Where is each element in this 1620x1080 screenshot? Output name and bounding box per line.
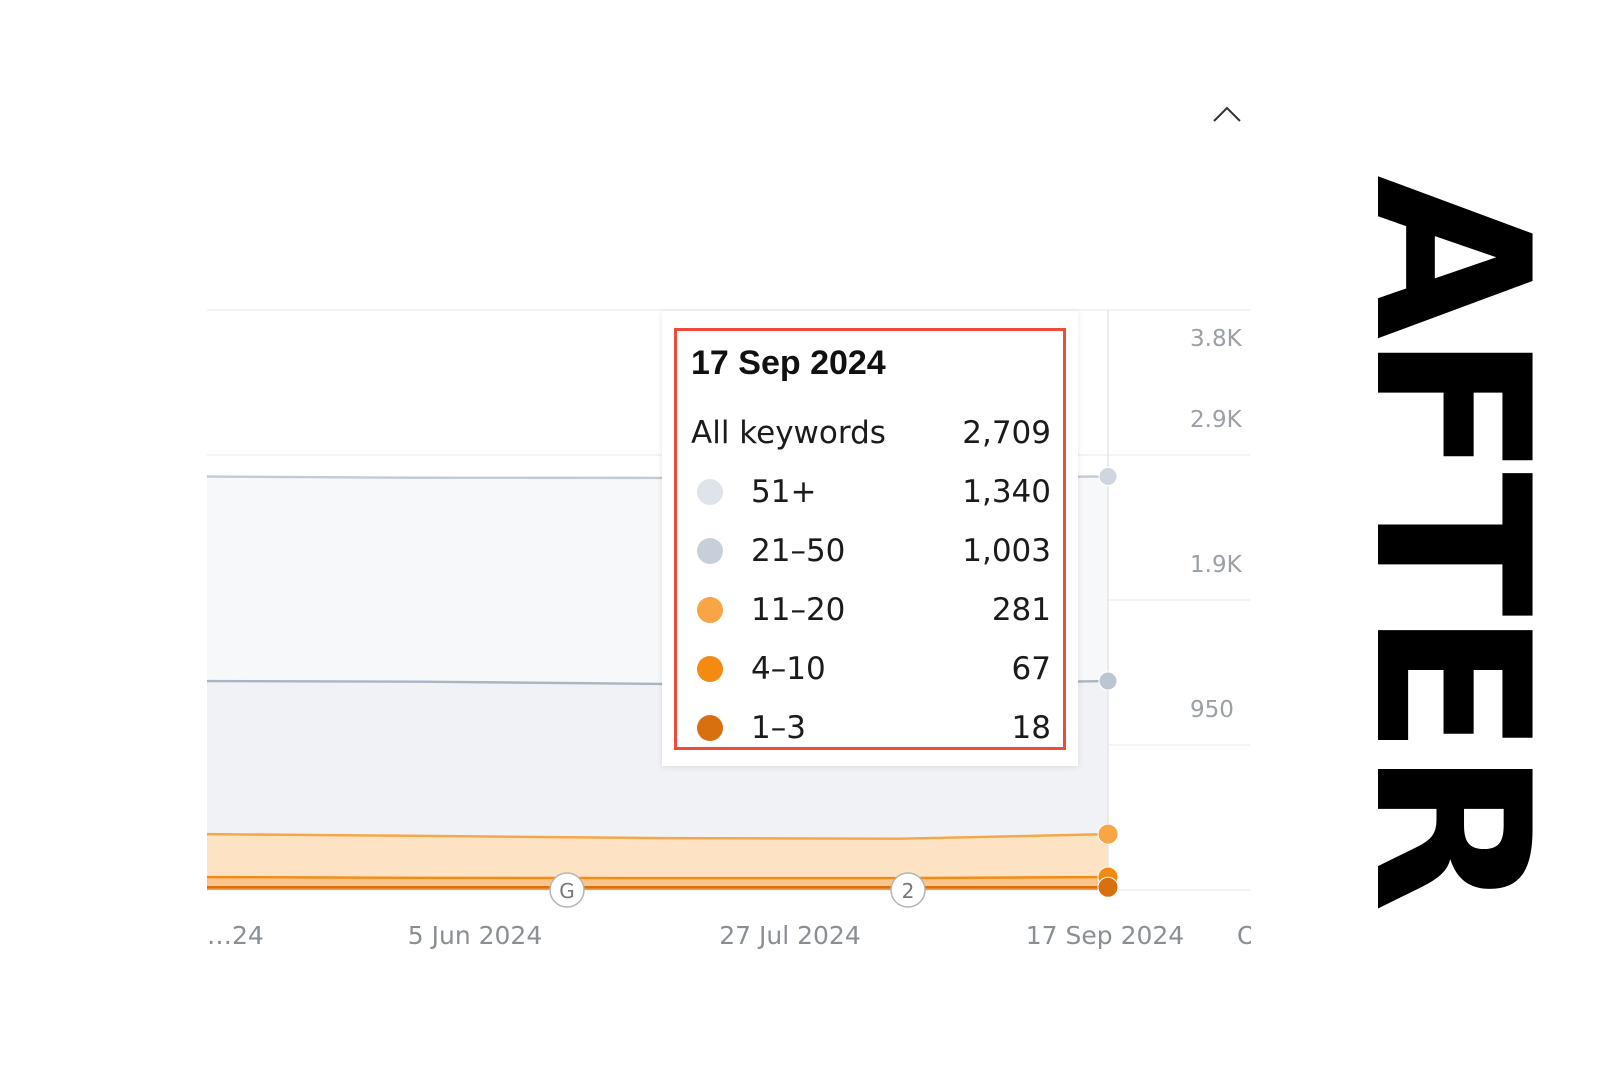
tooltip-row: 4–10 67 bbox=[691, 639, 1051, 698]
point-11-20 bbox=[1097, 823, 1119, 845]
legend-dot-icon bbox=[697, 478, 723, 505]
tooltip-row-value: 1,340 bbox=[962, 473, 1051, 510]
y-tick-label: 1.9K bbox=[1190, 552, 1243, 578]
chevron-up-icon[interactable] bbox=[1212, 104, 1242, 124]
annotation-marker bbox=[549, 872, 585, 908]
tooltip-total-row: All keywords 2,709 bbox=[691, 403, 1051, 462]
x-tick-label: 27 Jul 2024 bbox=[719, 921, 861, 950]
tooltip-row: 21–50 1,003 bbox=[691, 521, 1051, 580]
point-51-plus bbox=[1098, 467, 1118, 487]
annotation-label: 2 bbox=[902, 879, 915, 903]
tooltip-row-value: 1,003 bbox=[962, 532, 1051, 569]
tooltip-row: 51+ 1,340 bbox=[691, 462, 1051, 521]
line-11-20 bbox=[206, 832, 1109, 840]
y-tick-label: 950 bbox=[1190, 697, 1234, 723]
tooltip-row-value: 67 bbox=[1011, 650, 1051, 687]
x-tick-label: …24 bbox=[207, 921, 264, 950]
point-1-3 bbox=[1097, 876, 1119, 898]
tooltip-row-label: 21–50 bbox=[751, 532, 846, 569]
x-tick-label: 17 Sep 2024 bbox=[1026, 921, 1184, 950]
band-11-20 bbox=[207, 834, 1108, 879]
after-stamp-text: AFTER bbox=[1328, 174, 1575, 907]
tooltip-row: 1–3 18 bbox=[691, 698, 1051, 757]
after-stamp: AFTER bbox=[1328, 175, 1575, 907]
tooltip-row-label: 4–10 bbox=[751, 650, 826, 687]
legend-dot-icon bbox=[697, 596, 723, 623]
annotation-marker bbox=[890, 872, 926, 908]
tooltip-row-label: 51+ bbox=[751, 473, 817, 510]
tooltip-row-value: 18 bbox=[1011, 709, 1051, 746]
tooltip-row-value: 281 bbox=[991, 591, 1051, 628]
tooltip-total-label: All keywords bbox=[691, 414, 886, 451]
tooltip-highlight-box: 17 Sep 2024 All keywords 2,709 51+ 1,340 2… bbox=[674, 328, 1066, 750]
y-tick-label: 2.9K bbox=[1190, 407, 1243, 433]
legend-dot-icon bbox=[697, 537, 723, 564]
chart-tooltip: 17 Sep 2024 All keywords 2,709 51+ 1,340 2… bbox=[662, 311, 1078, 766]
point-21-50 bbox=[1098, 671, 1118, 691]
tooltip-date: 17 Sep 2024 bbox=[691, 344, 886, 382]
chart-right-mask bbox=[1251, 290, 1361, 990]
annotation-label: G bbox=[559, 879, 575, 903]
legend-dot-icon bbox=[697, 714, 723, 741]
legend-dot-icon bbox=[697, 655, 723, 682]
band-4-10 bbox=[207, 877, 1108, 888]
tooltip-row: 11–20 281 bbox=[691, 580, 1051, 639]
line-4-10 bbox=[206, 875, 1109, 880]
tooltip-total-value: 2,709 bbox=[962, 414, 1051, 451]
y-tick-label: 3.8K bbox=[1190, 326, 1243, 352]
x-tick-label: 5 Jun 2024 bbox=[408, 921, 543, 950]
tooltip-row-label: 1–3 bbox=[751, 709, 806, 746]
tooltip-row-label: 11–20 bbox=[751, 591, 846, 628]
